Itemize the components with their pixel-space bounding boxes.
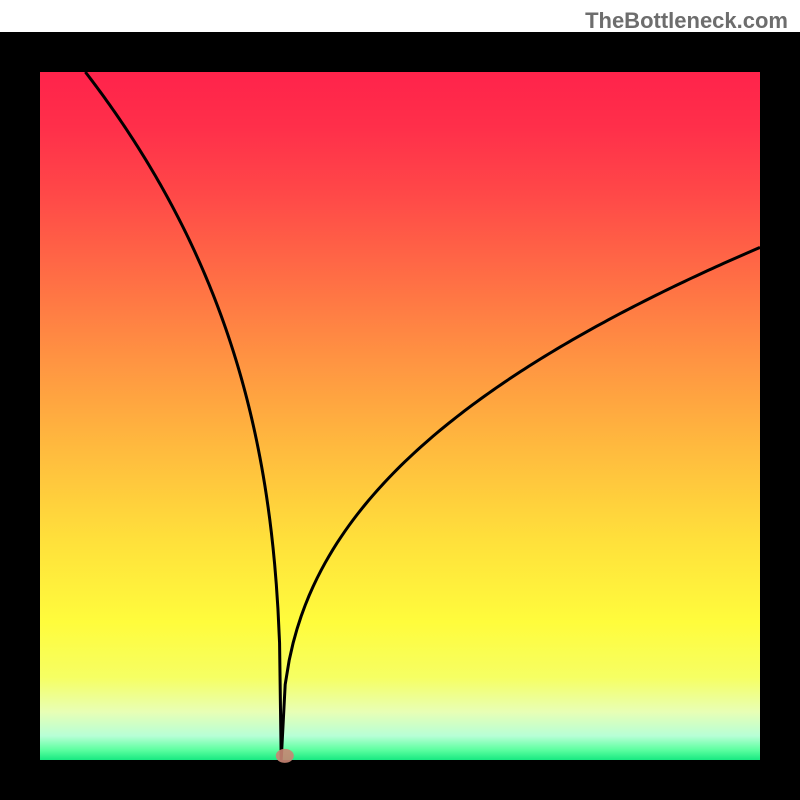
optimum-marker [276, 749, 294, 763]
bottleneck-chart [0, 32, 800, 800]
chart-svg [0, 32, 800, 800]
watermark-text: TheBottleneck.com [585, 8, 788, 34]
chart-plot-area [40, 72, 760, 760]
